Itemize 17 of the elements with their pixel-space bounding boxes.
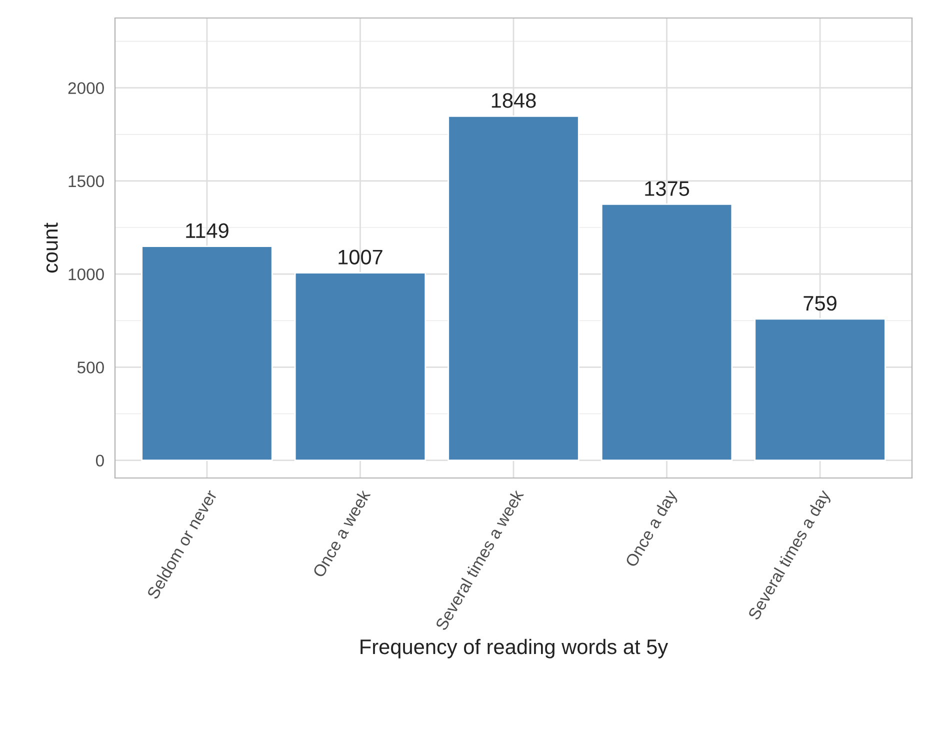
y-axis-title: count bbox=[44, 222, 58, 273]
y-tick-label: 0 bbox=[96, 454, 104, 467]
bar bbox=[754, 318, 886, 462]
y-tick-label: 1000 bbox=[68, 268, 104, 280]
y-tick-label: 1500 bbox=[68, 175, 104, 188]
bar bbox=[141, 246, 273, 462]
data-label: 759 bbox=[804, 296, 836, 311]
bar bbox=[294, 272, 426, 462]
bar bbox=[600, 204, 733, 462]
y-tick-label: 500 bbox=[77, 362, 104, 374]
data-label: 1848 bbox=[492, 93, 536, 108]
data-label: 1149 bbox=[186, 223, 228, 238]
data-label: 1007 bbox=[338, 250, 382, 264]
data-label: 1375 bbox=[645, 181, 690, 196]
bar bbox=[448, 115, 580, 462]
y-tick-label: 2000 bbox=[68, 82, 104, 94]
x-axis-title: Frequency of reading words at 5y bbox=[360, 638, 668, 658]
